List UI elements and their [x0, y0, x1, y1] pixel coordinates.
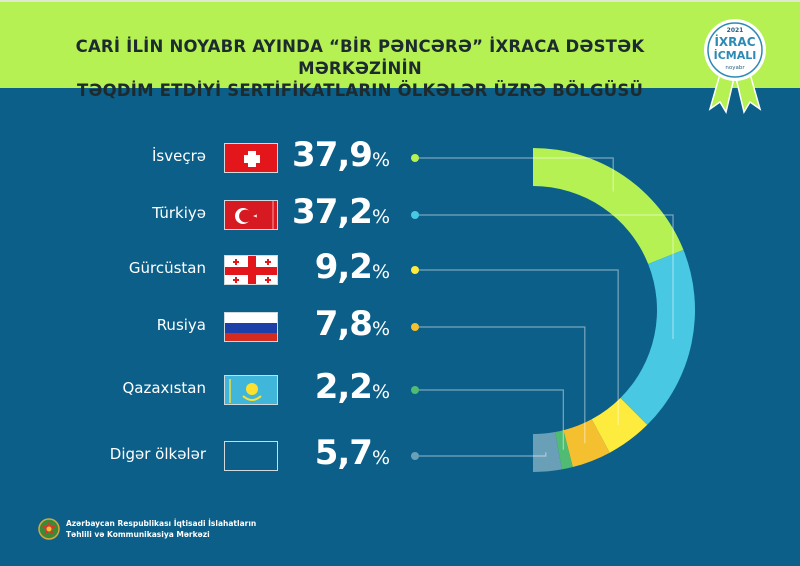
country-label: Gürcüstan [128, 259, 206, 277]
badge-line1: İXRAC [714, 34, 755, 49]
percent-value: 7,8 [314, 304, 373, 344]
percent-label: 5,7% [315, 433, 390, 473]
donut-segment-6 [533, 432, 562, 472]
legend-dot [411, 266, 419, 274]
leader-line [415, 157, 614, 192]
badge-year: 2021 [727, 27, 744, 34]
percent-value: 9,2 [314, 247, 373, 287]
percent-sign: % [371, 447, 390, 469]
kazakhstan-flag [224, 375, 278, 405]
percent-sign: % [371, 149, 390, 171]
percent-value: 37,2 [292, 192, 373, 232]
leader-line [415, 269, 619, 425]
title-line-2: TƏQDİM ETDİYİ SERTİFİKATLARIN ÖLKƏLƏR ÜZ… [76, 81, 644, 100]
footer-line-2: Təhlili və Kommunikasiya Mərkəzi [66, 530, 210, 539]
russia-flag [224, 312, 278, 342]
legend-row: Türkiyə 37,2% [0, 192, 420, 232]
footer: Azərbaycan Respublikası İqtisadi İslahat… [38, 518, 256, 540]
badge-line2: İCMALI [714, 48, 757, 62]
legend-row: Rusiya 7,8% [0, 304, 420, 344]
country-label: Rusiya [156, 316, 206, 334]
percent-value: 2,2 [314, 367, 373, 407]
switzerland-flag [224, 143, 278, 173]
legend-dot [411, 211, 419, 219]
title-line-1: CARİ İLİN NOYABR AYINDA “BİR PƏNCƏRƏ” İX… [75, 37, 645, 78]
legend-row: Gürcüstan 9,2% [0, 247, 420, 287]
country-label: İsveçrə [152, 147, 206, 165]
organization-name: Azərbaycan Respublikası İqtisadi İslahat… [66, 518, 256, 540]
georgia-flag [224, 255, 278, 285]
legend-dot [411, 323, 419, 331]
leader-line [415, 326, 586, 444]
blank-flag [224, 441, 278, 471]
country-label: Qazaxıstan [122, 379, 206, 397]
percent-sign: % [371, 206, 390, 228]
badge-month: noyabr [725, 65, 745, 71]
donut-segment-1 [533, 148, 684, 264]
donut-segment-4 [563, 419, 610, 468]
header-banner: CARİ İLİN NOYABR AYINDA “BİR PƏNCƏRƏ” İX… [0, 0, 800, 100]
percent-value: 5,7 [314, 433, 373, 473]
percent-label: 7,8% [315, 304, 390, 344]
percent-label: 37,2% [292, 192, 390, 232]
footer-line-1: Azərbaycan Respublikası İqtisadi İslahat… [66, 519, 257, 528]
country-label: Digər ölkələr [109, 445, 206, 463]
page-title: CARİ İLİN NOYABR AYINDA “BİR PƏNCƏRƏ” İX… [20, 36, 700, 102]
percent-label: 2,2% [315, 367, 390, 407]
legend-row: Digər ölkələr 5,7% [0, 433, 420, 473]
donut-segment-2 [620, 249, 696, 425]
percent-sign: % [371, 381, 390, 403]
ixrac-icmali-badge: 2021 İXRAC İCMALI noyabr [704, 19, 766, 114]
legend-row: Qazaxıstan 2,2% [0, 367, 420, 407]
legend-dot [411, 452, 419, 460]
leader-line [415, 214, 674, 339]
donut-segment-3 [591, 397, 648, 453]
country-label: Türkiyə [152, 204, 206, 222]
percent-sign: % [371, 318, 390, 340]
leader-line [415, 452, 547, 457]
azerbaijan-emblem-icon [38, 518, 60, 540]
percent-label: 37,9% [292, 135, 390, 175]
percent-sign: % [371, 261, 390, 283]
badge-inner [707, 22, 763, 78]
donut-segment-5 [555, 430, 573, 470]
leader-line [415, 389, 564, 450]
percent-value: 37,9 [292, 135, 373, 175]
legend-dot [411, 154, 419, 162]
percent-label: 9,2% [315, 247, 390, 287]
turkey-flag [224, 200, 278, 230]
legend-row: İsveçrə 37,9% [0, 135, 420, 175]
legend-dot [411, 386, 419, 394]
